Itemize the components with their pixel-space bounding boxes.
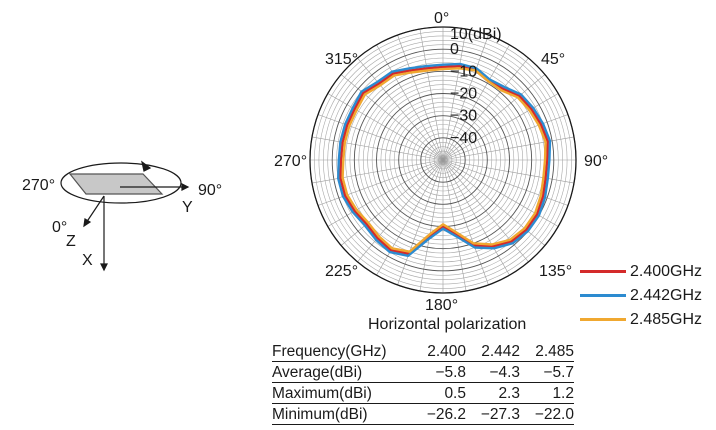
legend: 2.400GHz 2.442GHz 2.485GHz [580,261,702,333]
table-cell: 1.2 [520,382,574,404]
radial-tick-label: −20 [450,86,477,103]
table-row: Minimum(dBi) −26.2 −27.3 −22.0 [272,403,574,425]
angle-label: 225° [325,263,358,280]
polar-labels: 0° 45° 90° 135° 180° 225° 270° 315° 10(dBi)0 −10 −… [274,10,608,314]
radial-unit-label: 10(dBi) [450,26,502,43]
grid-ring [322,40,563,280]
rotation-ellipse [60,162,182,204]
spec-table: Frequency(GHz) 2.400 2.442 2.485 Average… [272,341,574,425]
radial-tick-label: −40 [450,130,477,147]
grid-ring [327,44,559,276]
grid-ring [420,137,466,183]
radial-tick-label: 0 [450,41,459,58]
table-header-cell: 2.442 [466,341,520,362]
radial-tick-label: −30 [450,108,477,125]
table-cell: −26.2 [412,403,466,425]
grid-ring [331,48,555,272]
table-row: Maximum(dBi) 0.5 2.3 1.2 [272,382,574,404]
table-cell: −27.3 [466,403,520,425]
table-row-label: Minimum(dBi) [272,403,412,425]
legend-swatch-2485 [580,318,626,321]
series-line-2.400GHz [339,64,549,255]
radial-tick-label: −10 [450,63,477,80]
table-cell: −22.0 [520,403,574,425]
series-line-2.485GHz [341,67,547,253]
orient-label-90: 90° [198,182,222,199]
table-cell: 2.3 [466,382,520,404]
x-axis-arrow-icon [100,263,108,272]
polar-series [337,62,552,257]
device-body [68,173,164,195]
series-line-2.442GHz [337,62,552,257]
angle-label: 315° [325,51,358,68]
table-cell: −5.7 [520,361,574,383]
grid-ring [358,75,528,245]
grid-ring [424,142,461,179]
orient-label-z: Z [66,233,76,250]
y-axis-arrow-icon [181,183,190,191]
grid-ring [385,102,501,218]
grid-ring [416,133,470,187]
grid-ring [362,79,524,241]
table-row-label: Average(dBi) [272,361,412,383]
grid-ring [429,146,457,174]
grid-ring [318,35,568,285]
table-row: Average(dBi) −5.8 −4.3 −5.7 [272,361,574,383]
polar-grid [309,26,577,294]
angle-label: 180° [425,297,458,314]
orient-label-y: Y [182,199,193,216]
table-header-row: Frequency(GHz) 2.400 2.442 2.485 [272,341,574,362]
grid-ring [402,119,484,201]
rotation-arrow-icon [141,160,152,172]
angle-label: 45° [541,51,565,68]
angle-label: 90° [584,153,608,170]
orient-label-270: 270° [22,177,55,194]
legend-label-2442: 2.442GHz [630,286,703,304]
polar-chart: 0° 45° 90° 135° 180° 225° 270° 315° 10(dBi)0 −10 −… [274,10,608,314]
angle-label: 270° [274,153,307,170]
legend-label-2485: 2.485GHz [630,310,703,328]
grid-outer-ring [309,26,577,294]
grid-ring [353,70,533,250]
chart-subtitle: Horizontal polarization [368,316,527,333]
grid-ring [393,110,493,210]
table-cell: −5.8 [412,361,466,383]
grid-ring [433,150,453,170]
grid-ring [367,84,519,236]
legend-item-2442: 2.442GHz [580,285,702,306]
z-axis-arrow-icon [83,218,92,228]
legend-item-2485: 2.485GHz [580,309,702,330]
table-header-label: Frequency(GHz) [272,341,412,362]
legend-item-2400: 2.400GHz [580,261,702,282]
orientation-diagram [60,160,190,272]
legend-swatch-2400 [580,270,626,273]
grid-ring [380,97,506,223]
grid-ring [411,128,475,192]
grid-ring [407,124,479,196]
grid-ring [438,155,448,165]
table-cell: −4.3 [466,361,520,383]
angle-label: 0° [434,10,449,27]
legend-label-2400: 2.400GHz [630,262,703,280]
orient-label-0: 0° [52,219,67,236]
grid-ring [389,106,497,214]
table-header-cell: 2.400 [412,341,466,362]
table-header-cell: 2.485 [520,341,574,362]
grid-ring [398,115,488,205]
orient-label-x: X [82,252,93,269]
grid-ring [345,62,541,258]
legend-swatch-2442 [580,294,626,297]
angle-label: 135° [539,263,572,280]
table-cell: 0.5 [412,382,466,404]
table-row-label: Maximum(dBi) [272,382,412,404]
grid-ring [314,31,572,289]
grid-ring [371,88,515,232]
